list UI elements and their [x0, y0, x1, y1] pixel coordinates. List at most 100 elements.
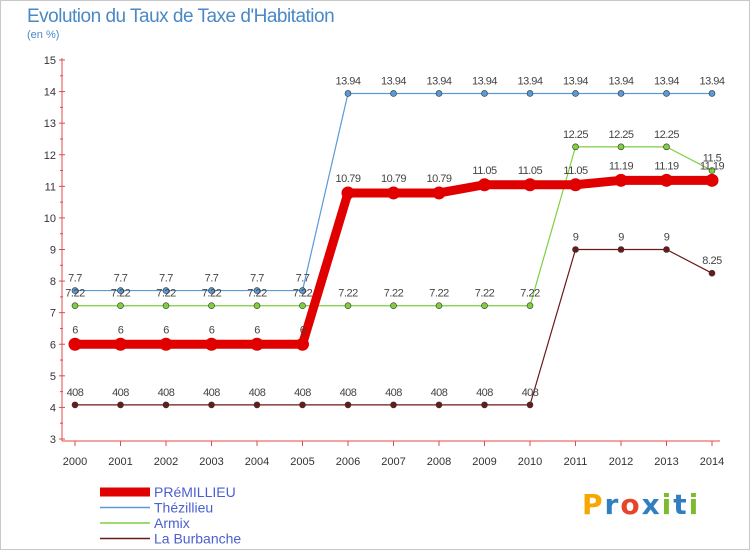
data-point	[208, 401, 215, 409]
data-label: 6	[163, 324, 169, 336]
data-point	[708, 167, 716, 174]
data-label: 7.7	[250, 273, 264, 285]
data-label: 11.05	[563, 165, 588, 177]
y-tick-label: 4	[50, 402, 56, 414]
x-tick-label: 2003	[199, 456, 223, 468]
data-label: 13.94	[335, 75, 360, 87]
x-tick-label: 2006	[336, 456, 360, 468]
data-label: 6	[254, 324, 260, 336]
data-label: 12.25	[654, 129, 679, 141]
data-label: 13.94	[381, 75, 406, 87]
data-label: 408	[476, 387, 493, 399]
data-label: 408	[67, 387, 84, 399]
data-point	[71, 287, 79, 294]
y-tick-label: 8	[50, 276, 56, 288]
data-label: 7.22	[429, 288, 449, 300]
data-point	[708, 90, 716, 97]
x-tick-label: 2001	[108, 456, 132, 468]
logo-letter: o	[620, 488, 642, 521]
data-point	[253, 302, 261, 310]
data-point	[341, 186, 355, 200]
data-point	[660, 173, 673, 187]
legend-label: Thézillieu	[154, 500, 213, 516]
data-point	[390, 90, 397, 97]
data-label: 7.22	[65, 288, 85, 300]
y-tick-label: 3	[50, 434, 56, 446]
data-label: 7.22	[338, 288, 358, 300]
data-point	[114, 337, 127, 351]
data-point	[117, 302, 124, 310]
data-point	[71, 302, 79, 310]
y-tick-label: 15	[44, 55, 56, 67]
data-label: 13.94	[426, 75, 451, 87]
data-point	[117, 287, 124, 294]
data-label: 7.22	[520, 288, 540, 300]
data-point	[299, 302, 306, 310]
x-tick-label: 2013	[654, 456, 678, 468]
data-point	[390, 302, 397, 310]
data-label: 13.94	[654, 75, 679, 87]
x-tick-label: 2012	[609, 456, 633, 468]
data-label: 408	[294, 387, 311, 399]
x-tick-label: 2008	[427, 456, 451, 468]
data-point	[663, 90, 670, 97]
data-label: 11.05	[472, 165, 497, 177]
data-point	[390, 401, 397, 409]
data-label: 10.79	[335, 173, 360, 185]
data-label: 10.79	[381, 173, 406, 185]
data-point	[387, 186, 400, 200]
data-label: 11.19	[700, 160, 725, 172]
data-point	[296, 337, 309, 351]
data-label: 7.22	[247, 288, 267, 300]
data-label: 7.7	[296, 273, 310, 285]
data-label: 408	[158, 387, 175, 399]
data-point	[572, 143, 579, 151]
data-point	[481, 90, 488, 97]
legend-label: La Burbanche	[154, 531, 241, 547]
y-tick-label: 13	[44, 118, 56, 130]
data-label: 13.94	[608, 75, 633, 87]
data-label: 7.22	[293, 288, 313, 300]
y-tick-label: 5	[50, 371, 56, 383]
data-label: 408	[431, 387, 448, 399]
data-point	[208, 302, 215, 310]
data-label: 408	[203, 387, 220, 399]
y-tick-label: 7	[50, 308, 56, 320]
y-tick-label: 10	[44, 213, 56, 225]
data-label: 9	[664, 232, 670, 244]
data-point	[478, 178, 491, 192]
data-point	[663, 143, 670, 151]
data-label: 10.79	[426, 173, 451, 185]
proxiti-logo[interactable]: Proxiti	[582, 488, 700, 521]
legend-label: PRéMILLIEU	[154, 484, 236, 500]
y-tick-label: 14	[44, 87, 56, 99]
data-point	[432, 186, 446, 200]
data-label: 9	[573, 232, 579, 244]
logo-letter: P	[582, 488, 605, 521]
data-label: 6	[118, 324, 124, 336]
data-label: 7.22	[156, 288, 176, 300]
data-label: 6	[72, 324, 78, 336]
data-point	[162, 401, 170, 409]
data-label: 11.05	[518, 165, 543, 177]
data-label: 7.7	[159, 273, 173, 285]
data-point	[481, 401, 488, 409]
data-point	[253, 401, 261, 409]
data-point	[117, 401, 124, 409]
legend-label: Armix	[154, 515, 190, 531]
x-tick-label: 2000	[63, 456, 87, 468]
data-point	[708, 269, 716, 277]
data-point	[435, 302, 443, 310]
chart-title: Evolution du Taux de Taxe d'Habitation	[27, 6, 335, 27]
data-point	[250, 337, 264, 351]
data-point	[71, 401, 79, 409]
y-tick-label: 6	[50, 339, 56, 351]
data-label: 408	[340, 387, 357, 399]
data-label: 13.94	[563, 75, 588, 87]
data-label: 7.7	[114, 273, 128, 285]
data-point	[344, 401, 352, 409]
data-point	[208, 287, 215, 294]
data-point	[572, 90, 579, 97]
data-point	[344, 302, 352, 310]
